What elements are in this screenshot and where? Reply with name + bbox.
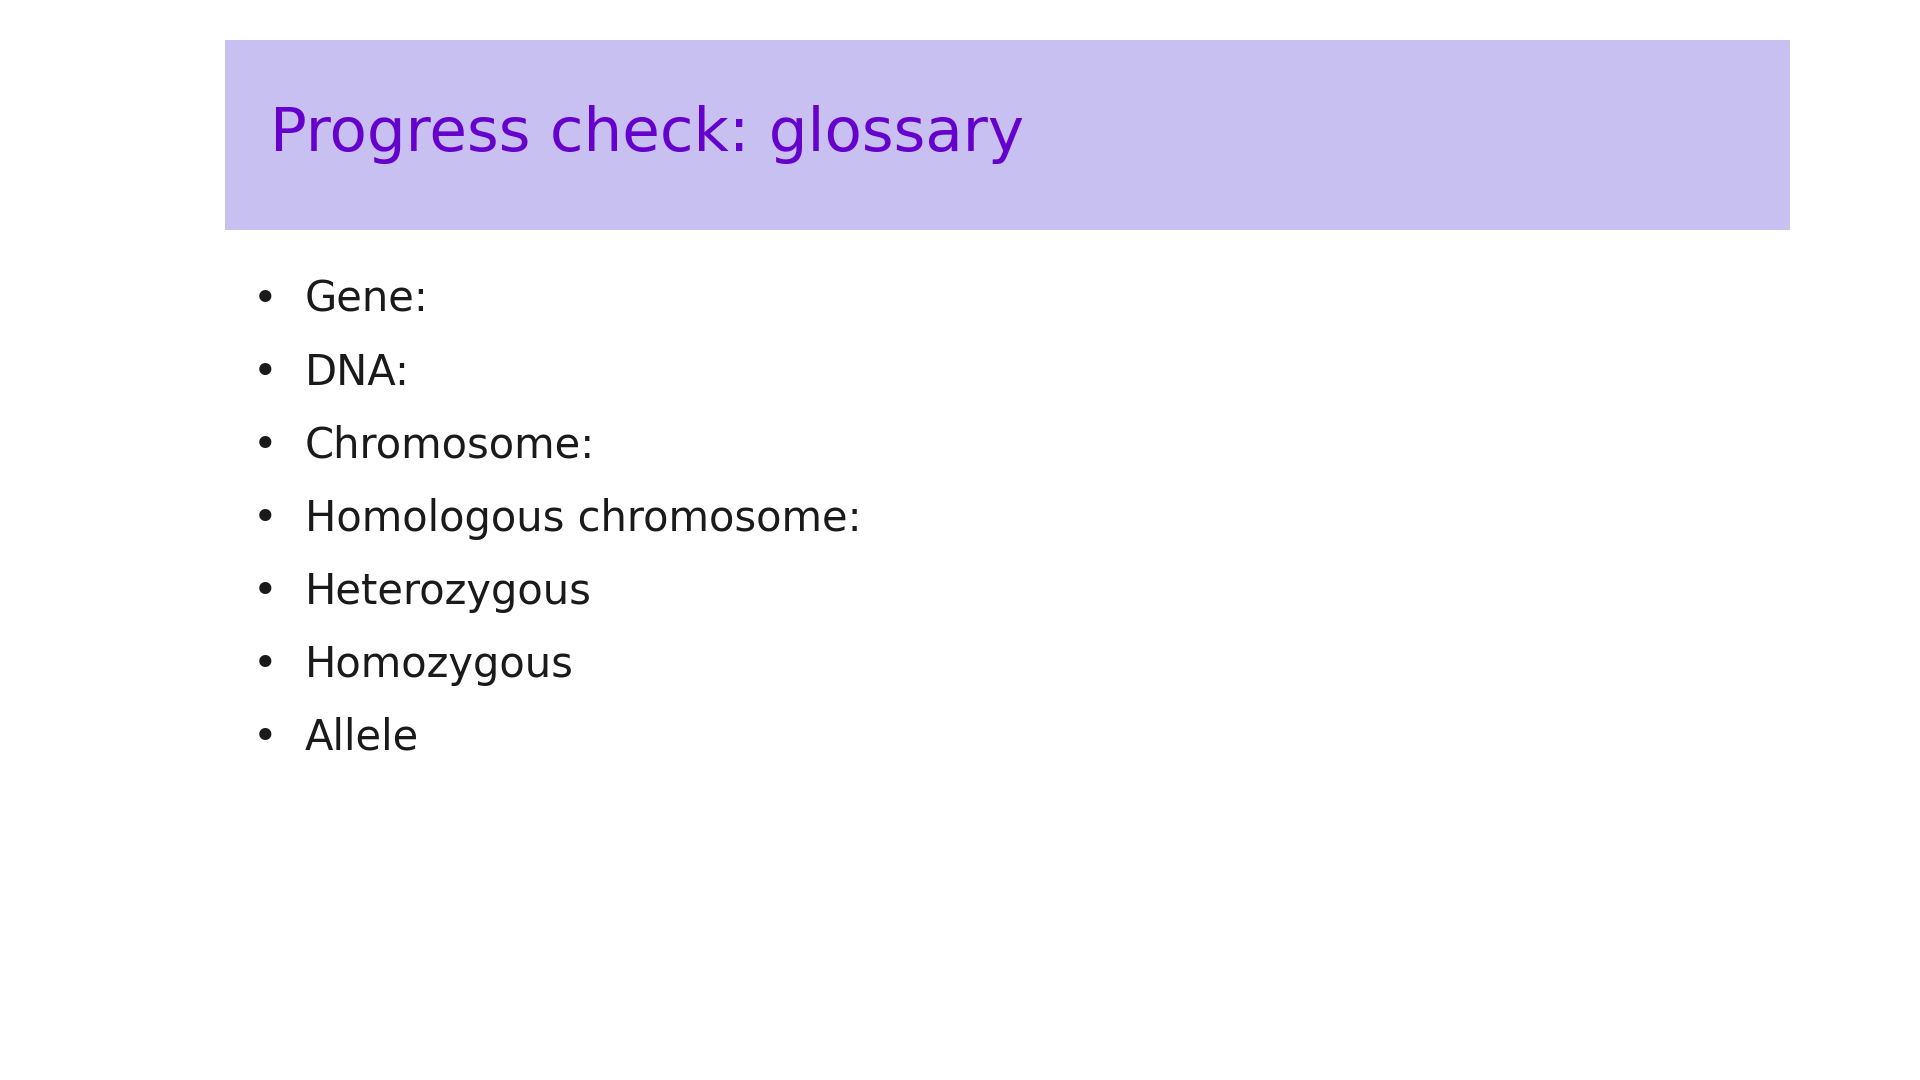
Text: Gene:: Gene: [305,279,428,321]
Text: Heterozygous: Heterozygous [305,571,591,613]
Text: Progress check: glossary: Progress check: glossary [271,106,1023,164]
Text: Chromosome:: Chromosome: [305,426,595,467]
Text: Homologous chromosome:: Homologous chromosome: [305,498,862,540]
Text: •: • [253,571,276,613]
Text: Allele: Allele [305,717,419,759]
Text: DNA:: DNA: [305,352,411,394]
Text: •: • [253,426,276,467]
Text: •: • [253,717,276,759]
Bar [225,40,1789,230]
Text: •: • [253,352,276,394]
Text: Homozygous: Homozygous [305,644,574,686]
Text: •: • [253,498,276,540]
Text: •: • [253,279,276,321]
Text: •: • [253,644,276,686]
